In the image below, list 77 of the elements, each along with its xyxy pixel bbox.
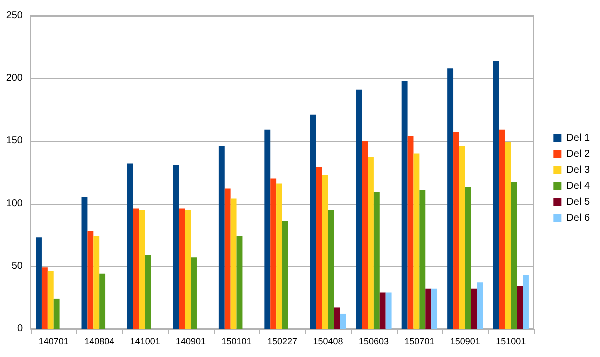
x-tick-label: 141001 <box>130 336 160 346</box>
bar <box>310 114 316 329</box>
y-tick-label: 0 <box>17 324 24 334</box>
bar <box>493 61 500 329</box>
x-tick-label: 140901 <box>176 336 206 346</box>
bar <box>316 167 322 329</box>
bar <box>100 274 106 329</box>
bar <box>270 178 277 329</box>
legend-label: Del 2 <box>566 149 590 160</box>
bar <box>465 188 472 329</box>
bar <box>218 146 225 329</box>
bar <box>36 238 42 329</box>
x-tick-label: 140804 <box>84 336 115 346</box>
x-tick-label: 151001 <box>496 336 526 346</box>
bar <box>517 286 524 329</box>
bar <box>454 132 460 329</box>
bar <box>173 164 180 329</box>
bar <box>499 130 506 329</box>
bar <box>477 282 484 329</box>
bar <box>414 154 420 329</box>
x-tick-label: 140701 <box>38 336 69 346</box>
x-tick-label: 150603 <box>358 336 389 346</box>
bar <box>368 157 374 329</box>
legend-label: Del 4 <box>566 181 590 192</box>
bar <box>362 141 368 329</box>
bar <box>54 298 60 329</box>
x-tick-label: 150101 <box>222 336 252 346</box>
bar <box>432 288 438 329</box>
bar <box>471 288 478 329</box>
bar <box>322 175 328 329</box>
bar <box>328 210 334 329</box>
bar <box>459 146 466 329</box>
bar <box>145 255 152 329</box>
bar <box>420 190 426 329</box>
bar <box>264 130 271 329</box>
legend-label: Del 5 <box>566 197 590 208</box>
y-tick-label: 250 <box>6 10 24 22</box>
bar <box>402 81 408 329</box>
bar <box>380 292 386 329</box>
bar <box>374 192 380 329</box>
legend-label: Del 1 <box>566 133 590 144</box>
bar <box>386 292 392 329</box>
y-tick-label: 150 <box>6 136 24 147</box>
y-tick-label: 200 <box>6 73 24 84</box>
bar <box>127 164 134 329</box>
y-tick-label: 100 <box>6 198 24 210</box>
bar <box>448 68 454 329</box>
bar <box>179 208 186 329</box>
bar <box>523 275 529 329</box>
bar <box>42 268 48 329</box>
y-tick-label: 50 <box>12 260 24 272</box>
legend-label: Del 3 <box>566 165 590 176</box>
bar <box>505 142 512 329</box>
bar <box>276 184 282 329</box>
legend-label: Del 6 <box>566 213 590 224</box>
bar <box>139 210 146 329</box>
bar <box>133 208 140 329</box>
bar <box>185 210 192 329</box>
x-tick-label: 150701 <box>404 336 435 346</box>
bar <box>236 236 243 329</box>
x-tick-label: 150408 <box>313 336 344 346</box>
x-tick-label: 150901 <box>450 336 480 346</box>
bar <box>511 182 518 329</box>
bar <box>88 231 94 329</box>
bar <box>48 271 54 329</box>
bar <box>230 198 237 329</box>
bar <box>408 136 414 329</box>
bar <box>191 258 197 329</box>
x-tick-label: 150227 <box>267 336 298 346</box>
bar <box>356 90 362 329</box>
bar <box>426 288 432 329</box>
bar <box>224 188 231 329</box>
bar <box>94 236 100 329</box>
bar <box>82 198 88 329</box>
bar <box>334 308 340 329</box>
bar <box>340 314 346 329</box>
bar <box>282 221 288 329</box>
